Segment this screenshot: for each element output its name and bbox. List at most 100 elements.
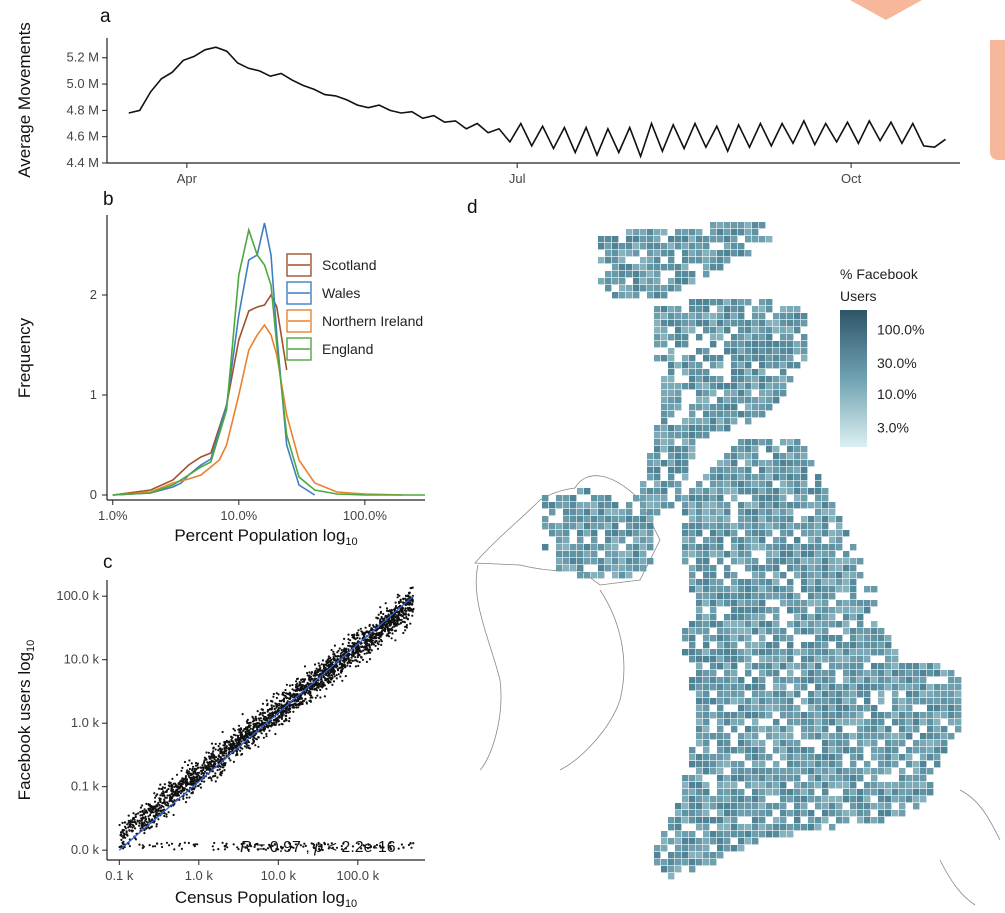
- scatter-point: [376, 627, 380, 630]
- map-cell: [717, 782, 724, 789]
- map-cell: [822, 551, 829, 558]
- map-cell: [703, 236, 710, 243]
- map-cell: [654, 327, 661, 334]
- map-cell: [766, 831, 773, 838]
- map-cell: [794, 817, 801, 824]
- map-cell: [752, 488, 759, 495]
- map-cell: [850, 810, 857, 817]
- map-cell: [717, 376, 724, 383]
- map-cell: [773, 649, 780, 656]
- map-cell: [696, 810, 703, 817]
- map-cell: [794, 789, 801, 796]
- map-cell: [710, 649, 717, 656]
- scatter-point: [309, 700, 312, 703]
- scatter-point: [396, 596, 399, 599]
- map-cell: [689, 572, 696, 579]
- scatter-point: [196, 764, 199, 767]
- scatter-point: [269, 714, 272, 717]
- panel-a-x-tick-label: Apr: [177, 171, 198, 186]
- map-cell: [955, 726, 962, 733]
- scatter-point: [217, 755, 220, 758]
- map-cell: [927, 698, 934, 705]
- map-cell: [724, 467, 731, 474]
- panel-b-legend-key: [286, 337, 312, 361]
- scatter-point: [282, 694, 285, 697]
- map-cell: [955, 719, 962, 726]
- scatter-point: [404, 629, 407, 632]
- map-cell: [738, 649, 745, 656]
- scatter-point: [338, 647, 341, 650]
- map-cell: [759, 362, 766, 369]
- scatter-point: [312, 674, 315, 677]
- scatter-point: [253, 845, 256, 849]
- map-cell: [724, 453, 731, 460]
- map-cell: [808, 705, 815, 712]
- map-cell: [612, 544, 619, 551]
- map-cell: [689, 635, 696, 642]
- map-cell: [675, 481, 682, 488]
- map-cell: [745, 600, 752, 607]
- map-cell: [892, 782, 899, 789]
- map-cell: [794, 628, 801, 635]
- map-cell: [773, 768, 780, 775]
- map-cell: [843, 614, 850, 621]
- map-cell: [703, 257, 710, 264]
- scatter-point: [160, 842, 163, 845]
- scatter-point: [303, 665, 307, 668]
- map-cell: [668, 838, 675, 845]
- map-cell: [556, 544, 563, 551]
- map-cell: [717, 824, 724, 831]
- map-cell: [745, 229, 752, 236]
- map-cell: [738, 621, 745, 628]
- map-cell: [766, 649, 773, 656]
- map-cell: [787, 579, 794, 586]
- map-cell: [689, 313, 696, 320]
- map-cell: [906, 726, 913, 733]
- map-cell: [780, 558, 787, 565]
- scatter-point: [258, 724, 261, 727]
- scatter-point: [350, 656, 353, 659]
- scatter-point: [284, 688, 287, 692]
- scatter-point: [231, 736, 234, 739]
- scatter-point: [257, 745, 260, 748]
- map-cell: [675, 432, 682, 439]
- map-cell: [822, 698, 829, 705]
- scatter-point: [272, 705, 275, 708]
- map-cell: [570, 565, 577, 572]
- map-cell: [556, 523, 563, 530]
- map-cell: [556, 558, 563, 565]
- map-cell: [787, 565, 794, 572]
- map-cell: [689, 453, 696, 460]
- map-cell: [731, 642, 738, 649]
- map-cell: [696, 817, 703, 824]
- map-cell: [626, 271, 633, 278]
- scatter-point: [275, 720, 278, 723]
- map-cell: [857, 572, 864, 579]
- scatter-point: [328, 672, 331, 675]
- map-cell: [885, 761, 892, 768]
- map-cell: [724, 614, 731, 621]
- map-cell: [913, 726, 920, 733]
- map-cell: [668, 383, 675, 390]
- map-cell: [724, 425, 731, 432]
- map-cell: [759, 593, 766, 600]
- map-cell: [920, 733, 927, 740]
- map-cell: [808, 726, 815, 733]
- map-cell: [759, 663, 766, 670]
- map-cell: [745, 509, 752, 516]
- map-cell: [759, 824, 766, 831]
- scatter-point: [244, 846, 247, 849]
- map-cell: [717, 621, 724, 628]
- map-cell: [605, 558, 612, 565]
- map-cell: [724, 481, 731, 488]
- map-cell: [563, 537, 570, 544]
- map-cell: [738, 656, 745, 663]
- scatter-point: [119, 831, 123, 834]
- scatter-point: [286, 692, 290, 696]
- map-cell: [843, 705, 850, 712]
- map-cell: [752, 579, 759, 586]
- map-cell: [843, 656, 850, 663]
- map-cell: [857, 677, 864, 684]
- map-cell: [829, 656, 836, 663]
- map-cell: [913, 663, 920, 670]
